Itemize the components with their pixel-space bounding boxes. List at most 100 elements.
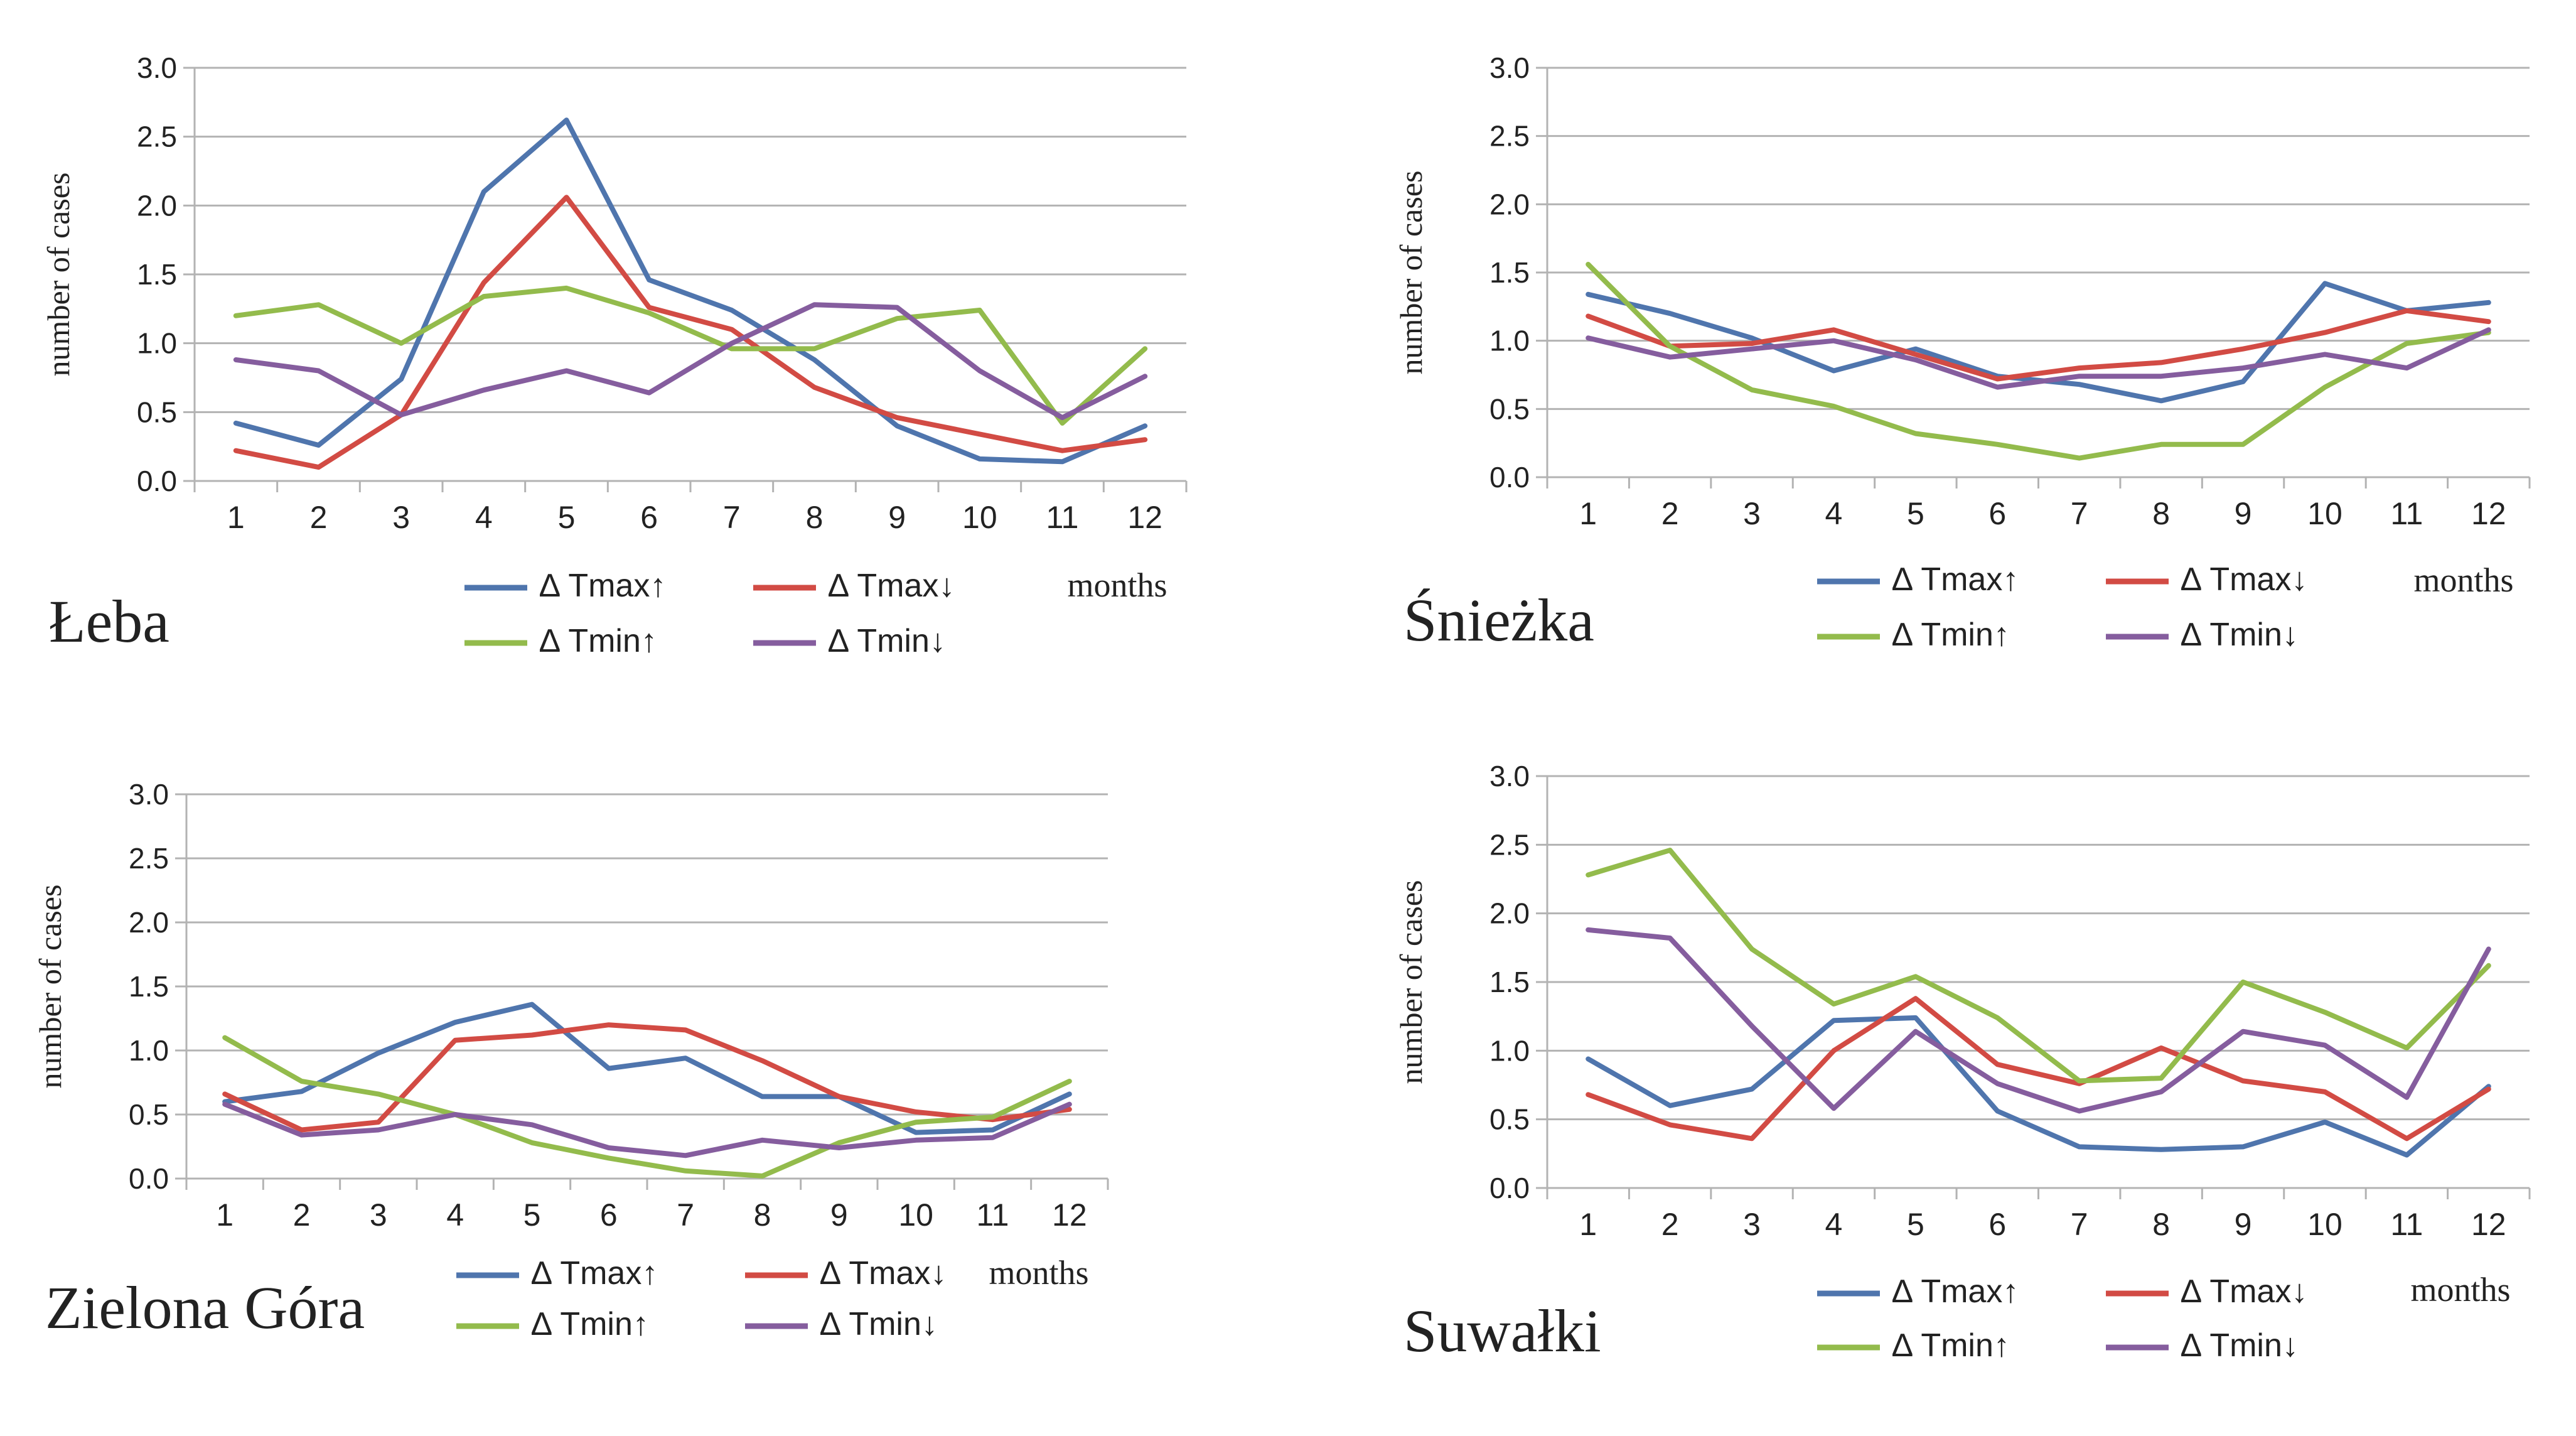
x-tick-label: 4 [446, 1197, 464, 1233]
series-line-dTmin-down [1586, 327, 2491, 390]
x-tick-label: 9 [830, 1197, 848, 1233]
chart-panel-0: 0.00.51.01.52.02.53.01 2 3 4 5 6 7 8 9 10 11 12numb… [41, 51, 1188, 659]
y-axis-label: number of cases [33, 885, 68, 1089]
station-title: Łeba [49, 588, 169, 655]
y-tick-label: 2.5 [1489, 828, 1530, 861]
chart-panel-3: 0.00.51.01.52.02.53.01 2 3 4 5 6 7 8 9 10 11 12numb… [1393, 760, 2531, 1364]
x-tick-label: 6 [600, 1197, 618, 1233]
x-tick-label: 2 [1661, 1207, 1679, 1242]
y-tick-label: 0.5 [1489, 392, 1530, 425]
legend-label: ∆ Tmin↑ [532, 1306, 649, 1342]
x-tick-label: 11 [2390, 496, 2423, 531]
x-tick-label: 12 [2471, 496, 2506, 531]
y-tick-label: 3.0 [1489, 51, 1530, 84]
x-axis-label: months [2413, 561, 2513, 599]
legend-label: ∆ Tmax↓ [2181, 561, 2307, 598]
station-title: Śnieżka [1403, 586, 1594, 654]
x-tick-label: 9 [2235, 1207, 2252, 1242]
y-tick-label: 0.5 [137, 396, 177, 428]
x-tick-label: 1 [216, 1197, 233, 1233]
series-line-dTmin-up [222, 1035, 1072, 1179]
x-tick-label: 4 [1825, 496, 1843, 531]
series-line-dTmin-down [233, 302, 1148, 421]
y-tick-label: 1.0 [1489, 1034, 1530, 1067]
y-tick-label: 3.0 [137, 51, 177, 84]
y-tick-label: 1.5 [1489, 966, 1530, 998]
y-tick-label: 2.0 [129, 906, 169, 939]
x-tick-label: 2 [1661, 496, 1679, 531]
x-tick-label: 5 [1907, 1207, 1924, 1242]
x-axis-label: months [1067, 566, 1167, 604]
y-tick-label: 0.0 [1489, 461, 1530, 494]
legend-label: ∆ Tmax↑ [532, 1255, 658, 1292]
series-line-dTmax-down [1586, 996, 2491, 1142]
x-tick-label: 9 [2235, 496, 2252, 531]
series-line-dTmin-down [222, 1101, 1072, 1158]
y-axis-label: number of cases [41, 173, 76, 377]
x-tick-label: 2 [293, 1197, 311, 1233]
x-tick-label: 11 [2390, 1207, 2423, 1242]
x-tick-label: 12 [2471, 1207, 2506, 1242]
x-tick-label: 11 [977, 1197, 1009, 1233]
series-line-dTmax-up [1586, 1015, 2491, 1158]
legend-label: ∆ Tmin↑ [1892, 617, 2010, 653]
x-tick-label: 6 [640, 500, 658, 535]
x-tick-label: 9 [888, 500, 906, 535]
x-tick-label: 3 [370, 1197, 387, 1233]
chart-panel-1: 0.00.51.01.52.02.53.01 2 3 4 5 6 7 8 9 10 11 12numb… [1393, 51, 2531, 654]
x-tick-label: 8 [2152, 496, 2170, 531]
x-tick-label: 3 [392, 500, 410, 535]
x-tick-label: 10 [962, 500, 997, 535]
y-tick-label: 0.0 [1489, 1172, 1530, 1204]
legend-label: ∆ Tmax↑ [540, 568, 666, 604]
x-tick-label: 5 [558, 500, 576, 535]
y-axis-label: number of cases [1393, 880, 1429, 1084]
series-line-dTmax-up [233, 117, 1148, 465]
x-tick-label: 7 [723, 500, 741, 535]
chart-panel-2: 0.00.51.01.52.02.53.01 2 3 4 5 6 7 8 9 10 11 12numb… [33, 778, 1109, 1342]
series-line-dTmax-down [1586, 308, 2491, 382]
y-tick-label: 2.0 [1489, 188, 1530, 220]
y-tick-label: 1.5 [137, 258, 177, 291]
legend-label: ∆ Tmax↑ [1892, 1273, 2019, 1310]
y-tick-label: 0.0 [129, 1162, 169, 1195]
series-line-dTmax-down [222, 1022, 1072, 1133]
y-tick-label: 1.0 [1489, 325, 1530, 357]
x-axis-label: months [2410, 1271, 2510, 1309]
x-axis-label: months [989, 1254, 1088, 1292]
series-line-dTmin-up [233, 285, 1148, 426]
legend-label: ∆ Tmin↑ [1892, 1327, 2010, 1364]
y-tick-label: 1.5 [1489, 256, 1530, 289]
y-tick-label: 2.5 [137, 121, 177, 153]
station-title: Suwałki [1403, 1297, 1601, 1364]
x-tick-label: 1 [1579, 1207, 1597, 1242]
y-tick-label: 1.0 [129, 1034, 169, 1067]
x-tick-label: 1 [1579, 496, 1597, 531]
series-line-dTmax-down [233, 195, 1148, 470]
station-title: Zielona Góra [45, 1274, 365, 1341]
series-line-dTmin-up [1586, 262, 2491, 461]
legend-label: ∆ Tmin↓ [829, 623, 946, 659]
x-tick-label: 8 [806, 500, 824, 535]
x-tick-label: 7 [677, 1197, 694, 1233]
series-line-dTmin-up [1586, 848, 2491, 1084]
x-tick-label: 3 [1743, 1207, 1761, 1242]
y-tick-label: 2.5 [1489, 120, 1530, 153]
y-tick-label: 3.0 [129, 778, 169, 811]
y-tick-label: 0.0 [137, 465, 177, 497]
x-tick-label: 4 [475, 500, 493, 535]
y-tick-label: 0.5 [129, 1098, 169, 1131]
x-tick-label: 8 [754, 1197, 771, 1233]
x-tick-label: 10 [898, 1197, 933, 1233]
x-tick-label: 12 [1052, 1197, 1087, 1233]
legend-label: ∆ Tmin↑ [540, 623, 657, 659]
y-tick-label: 2.0 [1489, 897, 1530, 930]
series-line-dTmax-up [222, 1001, 1072, 1135]
y-axis-label: number of cases [1393, 171, 1429, 375]
y-tick-label: 0.5 [1489, 1103, 1530, 1136]
x-tick-label: 1 [227, 500, 245, 535]
x-tick-label: 12 [1127, 500, 1162, 535]
x-tick-label: 5 [1907, 496, 1924, 531]
legend-label: ∆ Tmax↑ [1892, 561, 2019, 598]
